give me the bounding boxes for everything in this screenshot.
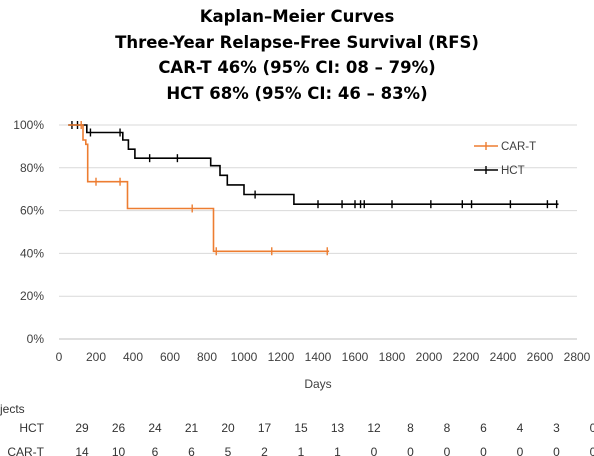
- risk-cell: 14: [75, 445, 89, 456]
- risk-cell: 1: [298, 445, 305, 456]
- x-tick-label: 2800: [564, 350, 591, 364]
- risk-cell: 8: [407, 421, 414, 435]
- x-tick-label: 2600: [527, 350, 554, 364]
- y-tick-label: 20%: [20, 289, 44, 303]
- risk-row-label: CAR-T: [7, 445, 44, 456]
- risk-table-header: jects: [0, 402, 25, 416]
- risk-cell: 0: [590, 445, 594, 456]
- legend-label-hct: HCT: [501, 165, 525, 177]
- series-line-hct: [68, 124, 559, 205]
- title-line-4: HCT 68% (95% CI: 46 – 83%): [166, 83, 428, 103]
- risk-cell: 10: [112, 445, 126, 456]
- risk-cell: 6: [188, 445, 195, 456]
- risk-cell: 21: [185, 421, 199, 435]
- risk-cell: 0: [444, 445, 451, 456]
- y-tick-label: 0%: [27, 332, 45, 346]
- risk-cell: 0: [407, 445, 414, 456]
- risk-cell: 6: [152, 445, 159, 456]
- risk-cell: 29: [75, 421, 89, 435]
- risk-cell: 17: [258, 421, 272, 435]
- risk-cell: 0: [517, 445, 524, 456]
- y-tick-label: 80%: [20, 161, 44, 175]
- title-line-3: CAR-T 46% (95% CI: 08 – 79%): [158, 58, 436, 77]
- x-axis-label: Days: [304, 377, 331, 391]
- risk-cell: 0: [553, 445, 560, 456]
- y-tick-labels: 0% 20% 40% 60% 80% 100%: [13, 118, 44, 346]
- x-tick-label: 1400: [305, 350, 332, 364]
- risk-cell: 0: [371, 445, 378, 456]
- risk-cell: 12: [367, 421, 381, 435]
- risk-cell: 26: [112, 421, 126, 435]
- x-tick-label: 600: [160, 350, 180, 364]
- y-tick-label: 60%: [20, 204, 44, 218]
- gridlines: [59, 124, 577, 340]
- risk-cell: 6: [480, 421, 487, 435]
- risk-cell: 20: [221, 421, 235, 435]
- risk-cell: 8: [444, 421, 451, 435]
- risk-cell: 0: [590, 421, 594, 435]
- risk-cell: 0: [480, 445, 487, 456]
- risk-cell: 1: [334, 445, 341, 456]
- series-line-car-t: [68, 124, 330, 253]
- x-tick-label: 1800: [379, 350, 406, 364]
- title-line-1: Kaplan–Meier Curves: [199, 7, 395, 26]
- risk-cell: 13: [331, 421, 345, 435]
- legend: CAR-T HCT: [474, 141, 536, 177]
- x-tick-label: 200: [86, 350, 106, 364]
- x-tick-label: 1200: [268, 350, 295, 364]
- x-tick-label: 2400: [490, 350, 517, 364]
- y-tick-label: 40%: [20, 246, 44, 260]
- risk-cell: 3: [553, 421, 560, 435]
- title-line-2: Three-Year Relapse-Free Survival (RFS): [115, 32, 479, 52]
- legend-label-car-t: CAR-T: [501, 141, 536, 153]
- series-group: [68, 121, 559, 256]
- risk-cell: 5: [225, 445, 232, 456]
- risk-cell: 15: [294, 421, 308, 435]
- chart-title: Kaplan–Meier Curves Three-Year Relapse-F…: [0, 4, 594, 106]
- risk-row-label: HCT: [19, 421, 44, 435]
- x-tick-label: 800: [197, 350, 217, 364]
- x-tick-labels: 0 200 400 600 800 1000 1200 1400 1600 1800 2000 220…: [56, 350, 591, 364]
- x-tick-label: 1000: [231, 350, 258, 364]
- y-tick-label: 100%: [13, 118, 44, 132]
- x-tick-label: 2000: [416, 350, 443, 364]
- risk-cell: 2: [261, 445, 268, 456]
- risk-cell: 24: [148, 421, 162, 435]
- x-tick-label: 0: [56, 350, 63, 364]
- risk-cell: 4: [517, 421, 524, 435]
- x-tick-label: 2200: [453, 350, 480, 364]
- x-tick-label: 400: [123, 350, 143, 364]
- x-tick-label: 1600: [342, 350, 369, 364]
